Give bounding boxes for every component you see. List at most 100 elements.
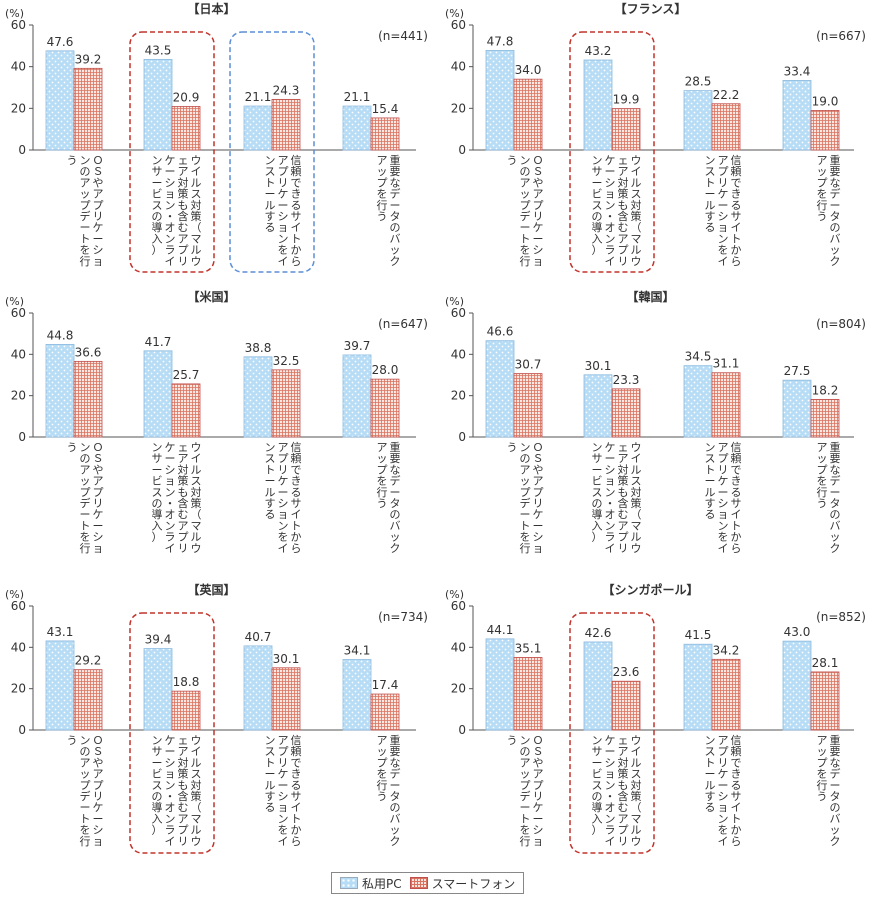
category-label-char: イ — [631, 165, 642, 178]
category-label-char: デ — [80, 496, 91, 510]
category-label-char: や — [533, 463, 544, 476]
category-label-char: う — [817, 790, 828, 803]
category-label-char: の — [80, 745, 91, 758]
category-label-char: 重 — [390, 733, 401, 747]
category-label-char: プ — [533, 779, 544, 792]
category-label-char: を — [377, 188, 388, 201]
category-label-char: ー — [520, 221, 531, 234]
category-label-char: タ — [830, 497, 841, 510]
category-label-char: ン — [705, 441, 716, 454]
category-label-char: ラ — [165, 824, 176, 837]
category-label-char: ン — [718, 812, 729, 825]
category-label-char: を — [817, 475, 828, 488]
category-label-char: イ — [165, 255, 176, 268]
data-label: 29.2 — [75, 654, 102, 668]
category-label-char: シ — [278, 497, 289, 510]
category-label-char: サ — [592, 452, 603, 465]
category-label-char: シ — [278, 790, 289, 803]
data-label: 42.6 — [585, 626, 612, 640]
category-label-char: う — [817, 497, 828, 510]
unit-label: (%) — [445, 295, 464, 308]
category-label-char: き — [291, 188, 302, 201]
category-label-char: ル — [631, 756, 642, 769]
category-label-char: プ — [520, 486, 531, 499]
category-label-char: ル — [705, 779, 716, 792]
data-label: 25.7 — [173, 368, 200, 382]
category-label-char: な — [830, 463, 841, 476]
category-label-char: る — [291, 486, 302, 499]
category-label-char: イ — [278, 542, 289, 555]
category-label-char: ア — [520, 463, 531, 476]
category-label-char: で — [731, 463, 742, 476]
category-label-char: 重 — [830, 153, 841, 167]
category-label-char: ケ — [278, 768, 289, 781]
legend-pc-label: 私用PC — [362, 876, 402, 891]
category-label-char: む — [618, 221, 629, 234]
category-label-char: プ — [178, 824, 189, 837]
category-label-char: を — [377, 768, 388, 781]
category-label-char: ー — [705, 768, 716, 781]
category-label-char: イ — [731, 221, 742, 234]
bar-smartphone — [611, 388, 641, 438]
data-label: 39.2 — [75, 52, 102, 66]
bar-pc — [782, 80, 812, 151]
bar-smartphone — [513, 657, 543, 731]
category-label-char: ク — [830, 255, 841, 268]
category-label-char: も — [618, 199, 629, 212]
y-tick-label: 0 — [18, 723, 26, 737]
category-label-char: デ — [80, 789, 91, 803]
category-label-char: 重 — [390, 440, 401, 454]
category-label-char: リ — [718, 176, 729, 189]
category-label-char: ア — [178, 165, 189, 178]
category-label-char: ー — [605, 165, 616, 178]
sample-size-label: (n=734) — [378, 610, 428, 624]
category-label-char: ス — [631, 188, 642, 201]
category-label-char: バ — [390, 519, 401, 532]
unit-label: (%) — [445, 588, 464, 601]
y-tick-label: 60 — [451, 18, 466, 32]
category-label-char: ト — [520, 232, 531, 245]
category-label-char: オ — [605, 801, 616, 814]
category-label-char: 重 — [830, 440, 841, 454]
category-label-char: ル — [631, 244, 642, 257]
category-label-char: オ — [605, 221, 616, 234]
category-label-char: ル — [631, 824, 642, 837]
category-label-char: ン — [605, 486, 616, 499]
category-label-char: ト — [265, 176, 276, 189]
category-label-char: ー — [93, 812, 104, 825]
category-label-char: ケ — [533, 508, 544, 521]
category-label-char: リ — [718, 463, 729, 476]
y-tick-label: 20 — [451, 389, 466, 403]
category-label-char: サ — [152, 452, 163, 465]
category-label-char: の — [152, 790, 163, 803]
category-label-char: プ — [718, 452, 729, 465]
category-label-char: ン — [520, 734, 531, 747]
bar-pc — [342, 659, 372, 731]
category-label-char: ア — [533, 475, 544, 488]
category-label-char: ス — [152, 486, 163, 499]
category-label-char: ー — [390, 486, 401, 499]
category-label-char: む — [178, 221, 189, 234]
category-label-char: ア — [618, 452, 629, 465]
category-label-char: プ — [618, 244, 629, 257]
category-label-char: ー — [165, 745, 176, 758]
category-label-char: ア — [178, 232, 189, 245]
sample-size-label: (n=441) — [378, 29, 428, 43]
category-label-char: ェ — [618, 441, 629, 454]
data-label: 34.0 — [515, 63, 542, 77]
category-label-char: す — [705, 790, 716, 803]
bar-pc — [243, 356, 273, 438]
category-label-char: ら — [291, 542, 302, 555]
category-label-char: す — [705, 210, 716, 223]
bar-pc — [143, 58, 173, 151]
category-label-char: ッ — [390, 531, 401, 544]
category-label-char: プ — [377, 463, 388, 476]
category-label-char: ケ — [533, 801, 544, 814]
category-label-char: ン — [278, 519, 289, 532]
category-label-char: オ — [605, 508, 616, 521]
category-label-char: プ — [178, 244, 189, 257]
category-label-char: イ — [165, 835, 176, 848]
category-label-char: ら — [731, 255, 742, 268]
category-label-char: ウ — [631, 441, 642, 454]
